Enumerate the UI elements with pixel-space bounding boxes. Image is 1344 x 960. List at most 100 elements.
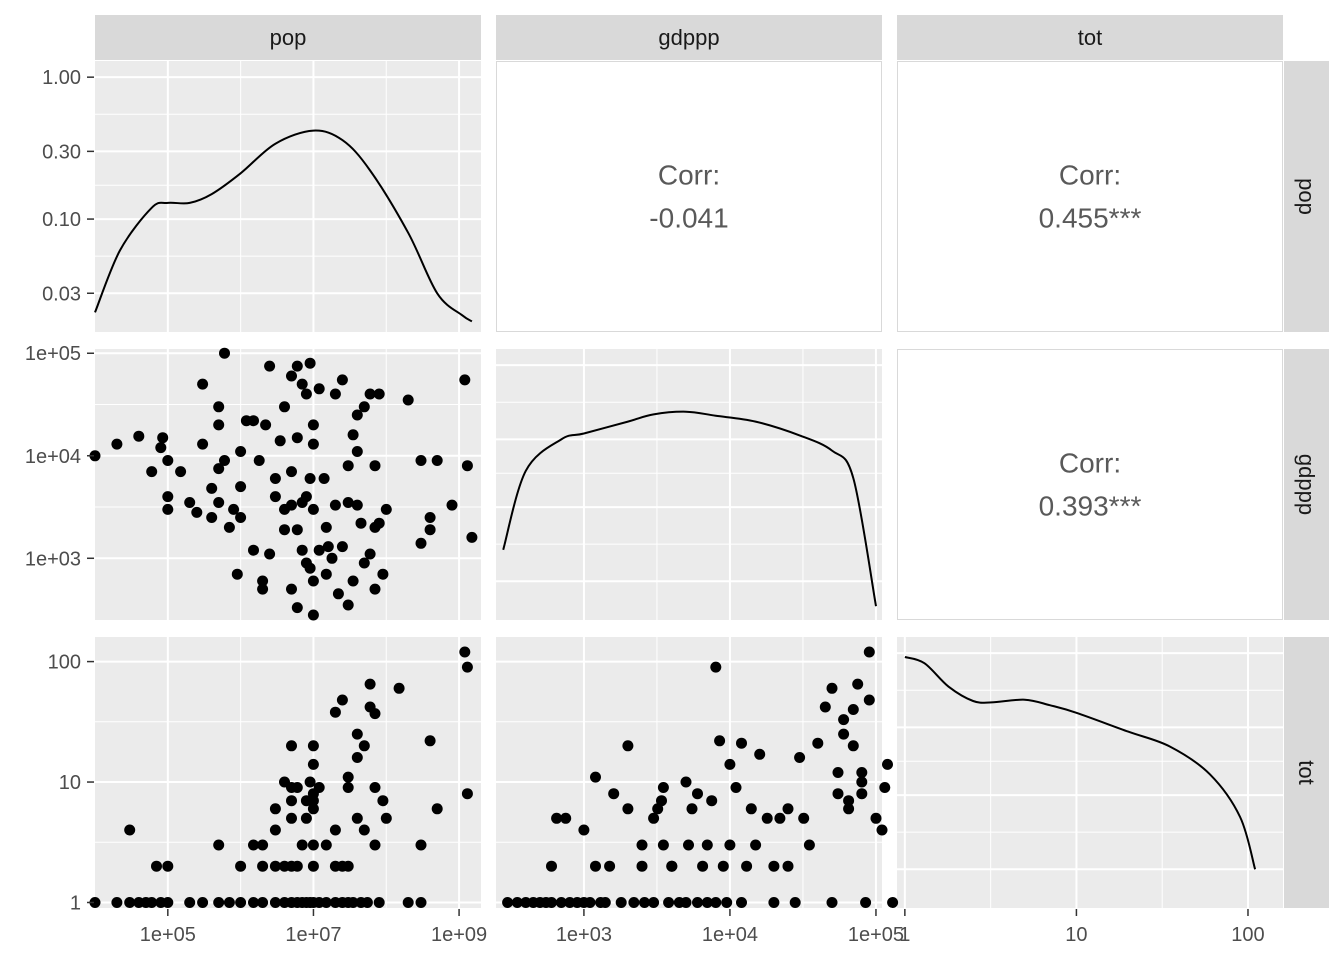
point-gdppp_tot bbox=[768, 860, 780, 872]
point-gdppp_tot bbox=[628, 897, 640, 908]
point-pop_gdppp bbox=[219, 455, 230, 466]
point-pop_tot bbox=[286, 812, 297, 824]
point-pop_gdppp bbox=[162, 491, 174, 503]
point-pop_tot bbox=[393, 682, 405, 694]
point-pop_gdppp bbox=[291, 524, 303, 536]
point-pop_gdppp bbox=[318, 473, 330, 484]
point-pop_gdppp bbox=[313, 383, 325, 395]
x-tick-label: 1e+04 bbox=[702, 924, 758, 946]
point-pop_gdppp bbox=[461, 460, 473, 472]
y-tick-label: 0.10 bbox=[42, 209, 81, 231]
point-pop_tot bbox=[342, 782, 354, 793]
point-pop_gdppp bbox=[260, 419, 272, 431]
strip-label-right: tot bbox=[1294, 760, 1319, 784]
density-line-gdppp bbox=[502, 410, 877, 607]
panel-gdppp-gdppp bbox=[496, 349, 882, 620]
point-gdppp_tot bbox=[863, 646, 875, 658]
point-pop_gdppp bbox=[342, 599, 354, 611]
point-pop_tot bbox=[197, 897, 209, 908]
point-gdppp_tot bbox=[546, 860, 557, 872]
point-pop_gdppp bbox=[320, 568, 332, 580]
point-pop_gdppp bbox=[291, 602, 303, 614]
point-pop_gdppp bbox=[155, 442, 167, 454]
point-pop_gdppp bbox=[111, 438, 123, 450]
point-pop_gdppp bbox=[329, 388, 341, 400]
point-pop_tot bbox=[257, 860, 269, 872]
point-pop_gdppp bbox=[342, 460, 354, 472]
point-pop_gdppp bbox=[248, 415, 259, 427]
point-pop_tot bbox=[286, 740, 297, 752]
point-gdppp_tot bbox=[656, 795, 667, 807]
point-gdppp_tot bbox=[648, 812, 660, 824]
point-pop_tot bbox=[184, 897, 196, 908]
point-pop_gdppp bbox=[191, 506, 203, 518]
point-gdppp_tot bbox=[832, 788, 844, 800]
point-pop_tot bbox=[235, 860, 247, 872]
point-pop_tot bbox=[111, 897, 123, 908]
y-tick-label: 1e+03 bbox=[25, 548, 81, 570]
point-gdppp_tot bbox=[590, 860, 601, 872]
point-pop_tot bbox=[424, 735, 436, 747]
point-gdppp_tot bbox=[847, 740, 859, 752]
point-gdppp_tot bbox=[666, 860, 678, 872]
point-pop_gdppp bbox=[206, 482, 218, 494]
strip-top-tot bbox=[897, 15, 1283, 60]
point-gdppp_tot bbox=[724, 758, 736, 770]
corr-value: -0.041 bbox=[649, 203, 728, 234]
point-pop_gdppp bbox=[415, 455, 427, 466]
point-pop_tot bbox=[415, 897, 427, 908]
point-gdppp_tot bbox=[887, 897, 899, 908]
point-gdppp_tot bbox=[736, 897, 747, 908]
point-pop_gdppp bbox=[304, 473, 316, 484]
point-pop_tot bbox=[162, 860, 174, 872]
point-pop_gdppp bbox=[326, 552, 338, 564]
point-pop_gdppp bbox=[235, 481, 247, 493]
point-pop_tot bbox=[351, 812, 363, 824]
point-gdppp_tot bbox=[551, 812, 563, 824]
point-pop_gdppp bbox=[197, 438, 209, 450]
strip-right-tot bbox=[1284, 637, 1329, 908]
point-gdppp_tot bbox=[812, 737, 824, 749]
point-pop_tot bbox=[307, 839, 319, 851]
point-pop_gdppp bbox=[446, 499, 458, 511]
point-pop_tot bbox=[307, 860, 319, 872]
point-pop_tot bbox=[213, 897, 225, 908]
point-pop_gdppp bbox=[219, 347, 230, 359]
point-pop_gdppp bbox=[223, 521, 235, 533]
point-pop_tot bbox=[269, 803, 281, 815]
x-tick-label: 1e+05 bbox=[848, 924, 904, 946]
point-pop_gdppp bbox=[304, 357, 316, 369]
point-pop_tot bbox=[296, 839, 308, 851]
point-pop_gdppp bbox=[415, 537, 427, 549]
x-tick-label: 10 bbox=[1065, 924, 1087, 946]
point-pop_gdppp bbox=[347, 575, 359, 587]
y-tick-label: 0.03 bbox=[42, 283, 81, 305]
point-gdppp_tot bbox=[838, 714, 850, 726]
point-pop_gdppp bbox=[347, 429, 359, 441]
point-pop_tot bbox=[342, 860, 354, 872]
point-pop_gdppp bbox=[300, 388, 312, 400]
point-gdppp_tot bbox=[879, 782, 891, 793]
point-gdppp_tot bbox=[843, 803, 855, 815]
point-pop_gdppp bbox=[307, 438, 319, 450]
point-gdppp_tot bbox=[714, 735, 726, 747]
point-pop_gdppp bbox=[351, 409, 363, 421]
point-pop_tot bbox=[461, 661, 473, 673]
point-pop_gdppp bbox=[274, 435, 286, 447]
point-pop_gdppp bbox=[286, 370, 297, 382]
point-pop_gdppp bbox=[364, 388, 376, 400]
point-pop_tot bbox=[347, 897, 359, 908]
point-gdppp_tot bbox=[774, 812, 786, 824]
point-gdppp_tot bbox=[789, 897, 801, 908]
point-pop_gdppp bbox=[373, 517, 385, 529]
point-pop_gdppp bbox=[351, 446, 363, 457]
point-gdppp_tot bbox=[710, 661, 722, 673]
point-pop_gdppp bbox=[351, 499, 363, 511]
point-pop_gdppp bbox=[304, 562, 316, 574]
point-pop_tot bbox=[313, 782, 325, 793]
point-pop_gdppp bbox=[286, 499, 297, 511]
corr-label: Corr: bbox=[1059, 160, 1121, 191]
y-tick-label: 0.30 bbox=[42, 141, 81, 163]
strip-label-top: pop bbox=[270, 25, 307, 50]
y-tick-label: 100 bbox=[48, 652, 81, 674]
